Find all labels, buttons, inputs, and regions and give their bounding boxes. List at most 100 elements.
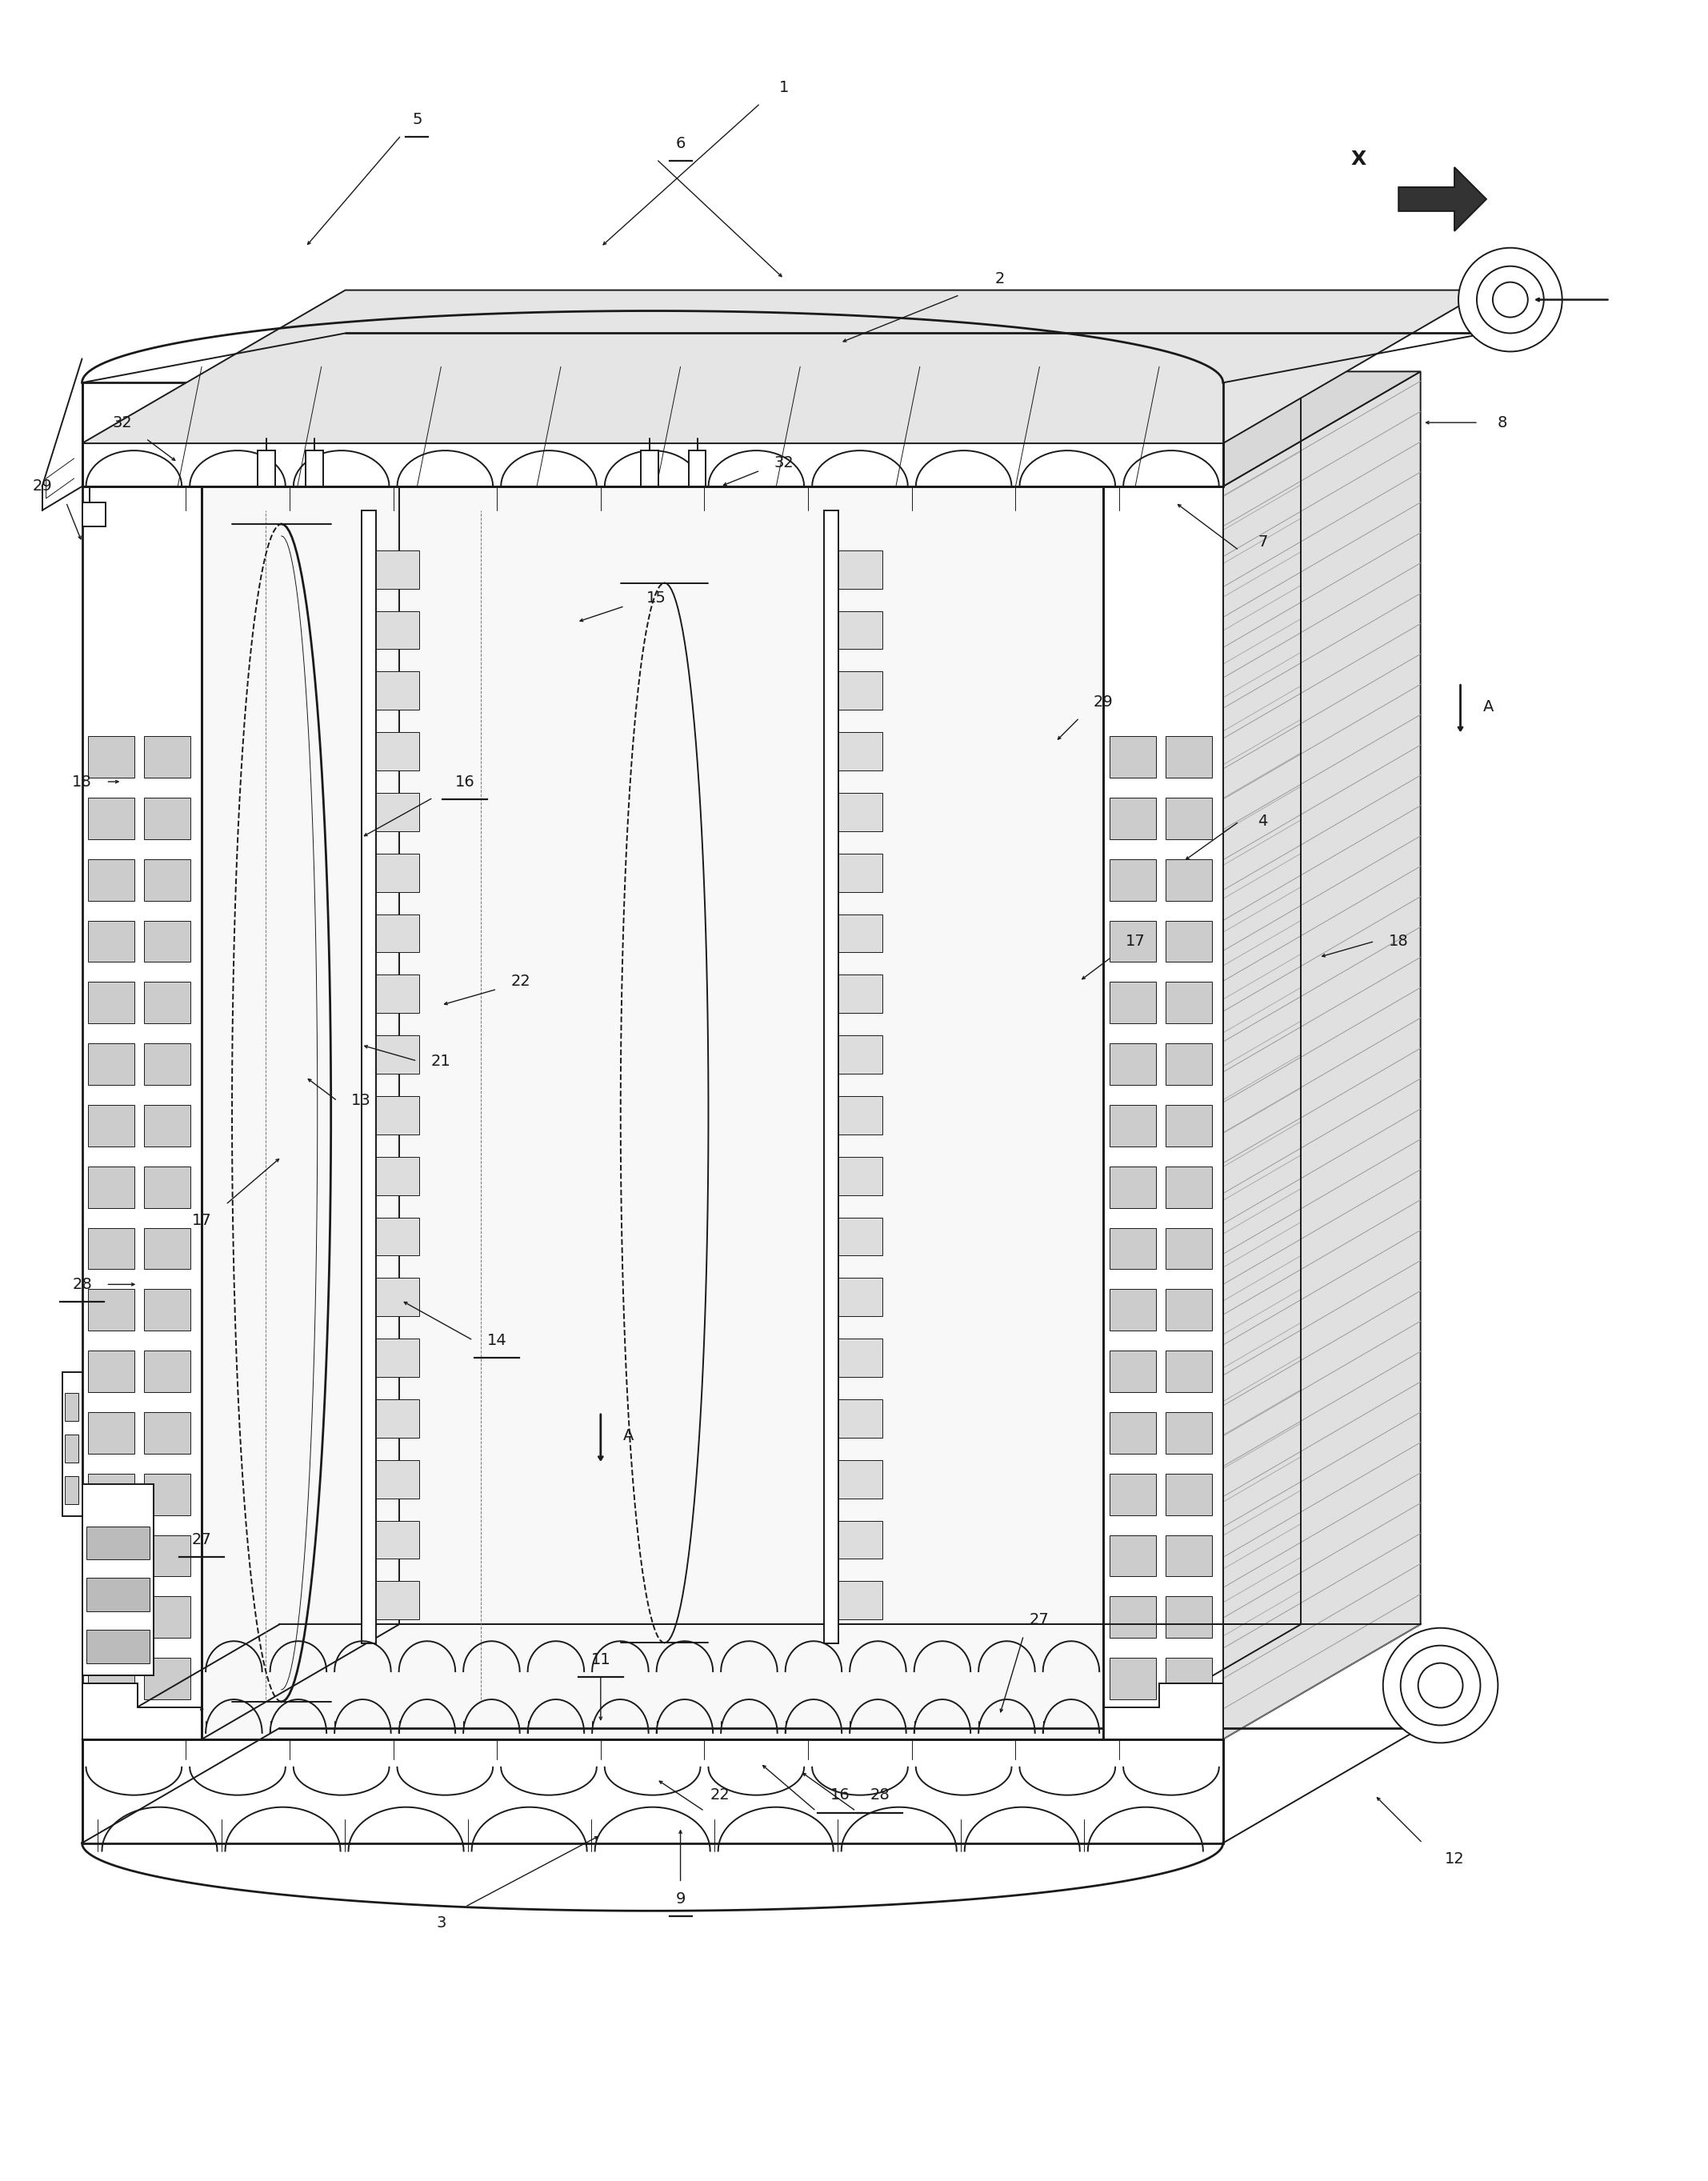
- Polygon shape: [1165, 1474, 1213, 1516]
- Text: 9: 9: [675, 1891, 685, 1906]
- Polygon shape: [65, 1435, 79, 1463]
- Text: A: A: [1483, 700, 1494, 713]
- Polygon shape: [1110, 1167, 1156, 1208]
- Polygon shape: [376, 1156, 420, 1195]
- Polygon shape: [1165, 1411, 1213, 1453]
- Text: 6: 6: [675, 135, 685, 150]
- Polygon shape: [376, 1339, 420, 1376]
- Text: 22: 22: [711, 1788, 731, 1804]
- Polygon shape: [82, 382, 1223, 486]
- Polygon shape: [1165, 1535, 1213, 1577]
- Polygon shape: [1165, 981, 1213, 1023]
- Polygon shape: [839, 1217, 883, 1256]
- Polygon shape: [839, 550, 883, 589]
- Polygon shape: [376, 733, 420, 770]
- Polygon shape: [362, 510, 376, 1644]
- Circle shape: [1383, 1627, 1498, 1743]
- Polygon shape: [1110, 1411, 1156, 1453]
- Polygon shape: [839, 1581, 883, 1620]
- Polygon shape: [1103, 486, 1223, 1738]
- Polygon shape: [89, 1289, 135, 1330]
- Text: 18: 18: [1389, 933, 1409, 949]
- Polygon shape: [823, 510, 839, 1644]
- Text: 21: 21: [430, 1053, 451, 1069]
- Polygon shape: [143, 1474, 191, 1516]
- Polygon shape: [82, 471, 229, 486]
- Polygon shape: [376, 853, 420, 892]
- Polygon shape: [839, 1156, 883, 1195]
- Polygon shape: [1103, 371, 1301, 1738]
- Text: 18: 18: [72, 774, 92, 790]
- Polygon shape: [143, 1167, 191, 1208]
- Polygon shape: [1110, 1350, 1156, 1391]
- Polygon shape: [839, 1339, 883, 1376]
- Polygon shape: [376, 611, 420, 650]
- Polygon shape: [839, 975, 883, 1014]
- Polygon shape: [376, 1520, 420, 1559]
- Text: 29: 29: [1093, 694, 1114, 709]
- Polygon shape: [89, 1411, 135, 1453]
- Text: 16: 16: [830, 1788, 851, 1804]
- Polygon shape: [376, 975, 420, 1014]
- Polygon shape: [82, 486, 202, 1738]
- Polygon shape: [376, 1036, 420, 1073]
- Text: 4: 4: [1259, 814, 1267, 829]
- Text: 14: 14: [487, 1333, 507, 1348]
- Polygon shape: [89, 1228, 135, 1269]
- Polygon shape: [1223, 371, 1421, 1738]
- Text: 27: 27: [1030, 1612, 1049, 1627]
- Polygon shape: [143, 1350, 191, 1391]
- Polygon shape: [1165, 920, 1213, 962]
- Polygon shape: [82, 1738, 1223, 1843]
- Polygon shape: [1110, 798, 1156, 840]
- Circle shape: [1477, 266, 1544, 334]
- Polygon shape: [143, 1043, 191, 1084]
- Polygon shape: [1165, 1228, 1213, 1269]
- Polygon shape: [143, 1289, 191, 1330]
- Polygon shape: [143, 1596, 191, 1638]
- Polygon shape: [89, 1596, 135, 1638]
- Polygon shape: [1165, 1167, 1213, 1208]
- Circle shape: [1418, 1664, 1462, 1708]
- Polygon shape: [143, 798, 191, 840]
- Polygon shape: [1103, 371, 1421, 486]
- Polygon shape: [376, 794, 420, 831]
- Text: 12: 12: [1445, 1852, 1464, 1867]
- Polygon shape: [376, 1400, 420, 1437]
- Text: 29: 29: [32, 480, 51, 495]
- Polygon shape: [688, 451, 705, 486]
- Polygon shape: [839, 914, 883, 953]
- Polygon shape: [85, 1629, 150, 1664]
- Polygon shape: [143, 1535, 191, 1577]
- Polygon shape: [1165, 1106, 1213, 1147]
- Polygon shape: [82, 1483, 154, 1675]
- Polygon shape: [839, 733, 883, 770]
- Text: 3: 3: [436, 1915, 446, 1930]
- Polygon shape: [1165, 737, 1213, 779]
- Polygon shape: [1165, 1350, 1213, 1391]
- Polygon shape: [1103, 1684, 1223, 1738]
- Text: 2: 2: [994, 270, 1004, 286]
- Polygon shape: [89, 981, 135, 1023]
- Polygon shape: [89, 1658, 135, 1699]
- Polygon shape: [65, 1477, 79, 1505]
- Circle shape: [1493, 281, 1529, 316]
- Polygon shape: [89, 1043, 135, 1084]
- Polygon shape: [89, 1350, 135, 1391]
- Polygon shape: [143, 1411, 191, 1453]
- Text: 32: 32: [774, 456, 794, 471]
- Polygon shape: [143, 1106, 191, 1147]
- Polygon shape: [1110, 1228, 1156, 1269]
- Polygon shape: [82, 1684, 202, 1738]
- Polygon shape: [65, 1394, 79, 1420]
- Polygon shape: [376, 672, 420, 709]
- Text: A: A: [623, 1429, 634, 1444]
- Polygon shape: [376, 1581, 420, 1620]
- Polygon shape: [1165, 859, 1213, 901]
- Polygon shape: [376, 550, 420, 589]
- Polygon shape: [1110, 920, 1156, 962]
- Polygon shape: [839, 794, 883, 831]
- Polygon shape: [82, 290, 1486, 443]
- Text: 22: 22: [511, 973, 531, 988]
- Text: 28: 28: [72, 1276, 92, 1291]
